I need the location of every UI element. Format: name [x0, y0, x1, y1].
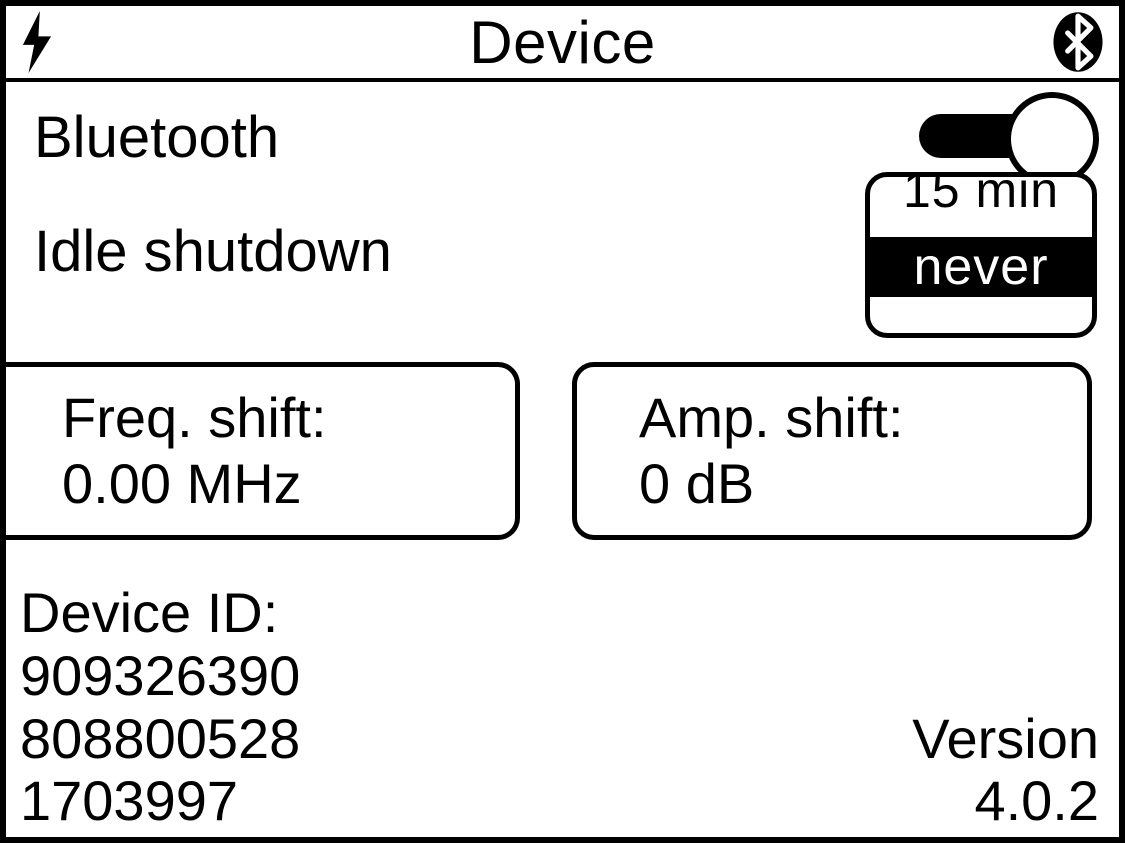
amp-shift-label: Amp. shift:: [639, 385, 1087, 451]
freq-shift-value: 0.00 MHz: [62, 451, 515, 517]
device-id-label: Device ID:: [20, 582, 300, 645]
picker-option-next[interactable]: [870, 297, 1092, 333]
bluetooth-icon: [1051, 11, 1105, 73]
version-block: Version 4.0.2: [912, 708, 1099, 833]
picker-option-selected[interactable]: never: [870, 237, 1092, 297]
shift-boxes: Freq. shift: 0.00 MHz Amp. shift: 0 dB: [0, 362, 1119, 540]
idle-shutdown-label: Idle shutdown: [34, 218, 392, 285]
version-value: 4.0.2: [912, 770, 1099, 833]
device-screen: Device Bluetooth Idle shutdown 15 min ne…: [0, 0, 1125, 843]
flash-icon: [20, 11, 54, 73]
device-id-block: Device ID: 909326390 808800528 1703997: [20, 582, 300, 833]
bluetooth-toggle[interactable]: [919, 92, 1099, 182]
header-bar: Device: [6, 6, 1119, 82]
page-title: Device: [6, 8, 1119, 77]
picker-option-prev[interactable]: 15 min: [870, 172, 1092, 223]
amp-shift-box[interactable]: Amp. shift: 0 dB: [572, 362, 1092, 540]
freq-shift-label: Freq. shift:: [62, 385, 515, 451]
footer: Device ID: 909326390 808800528 1703997 V…: [20, 582, 1099, 833]
version-label: Version: [912, 708, 1099, 771]
amp-shift-value: 0 dB: [639, 451, 1087, 517]
freq-shift-box[interactable]: Freq. shift: 0.00 MHz: [0, 362, 520, 540]
bluetooth-label: Bluetooth: [34, 104, 279, 171]
device-id-line: 909326390: [20, 645, 300, 708]
device-id-line: 1703997: [20, 770, 300, 833]
idle-shutdown-picker[interactable]: 15 min never: [865, 172, 1097, 338]
device-id-line: 808800528: [20, 708, 300, 771]
